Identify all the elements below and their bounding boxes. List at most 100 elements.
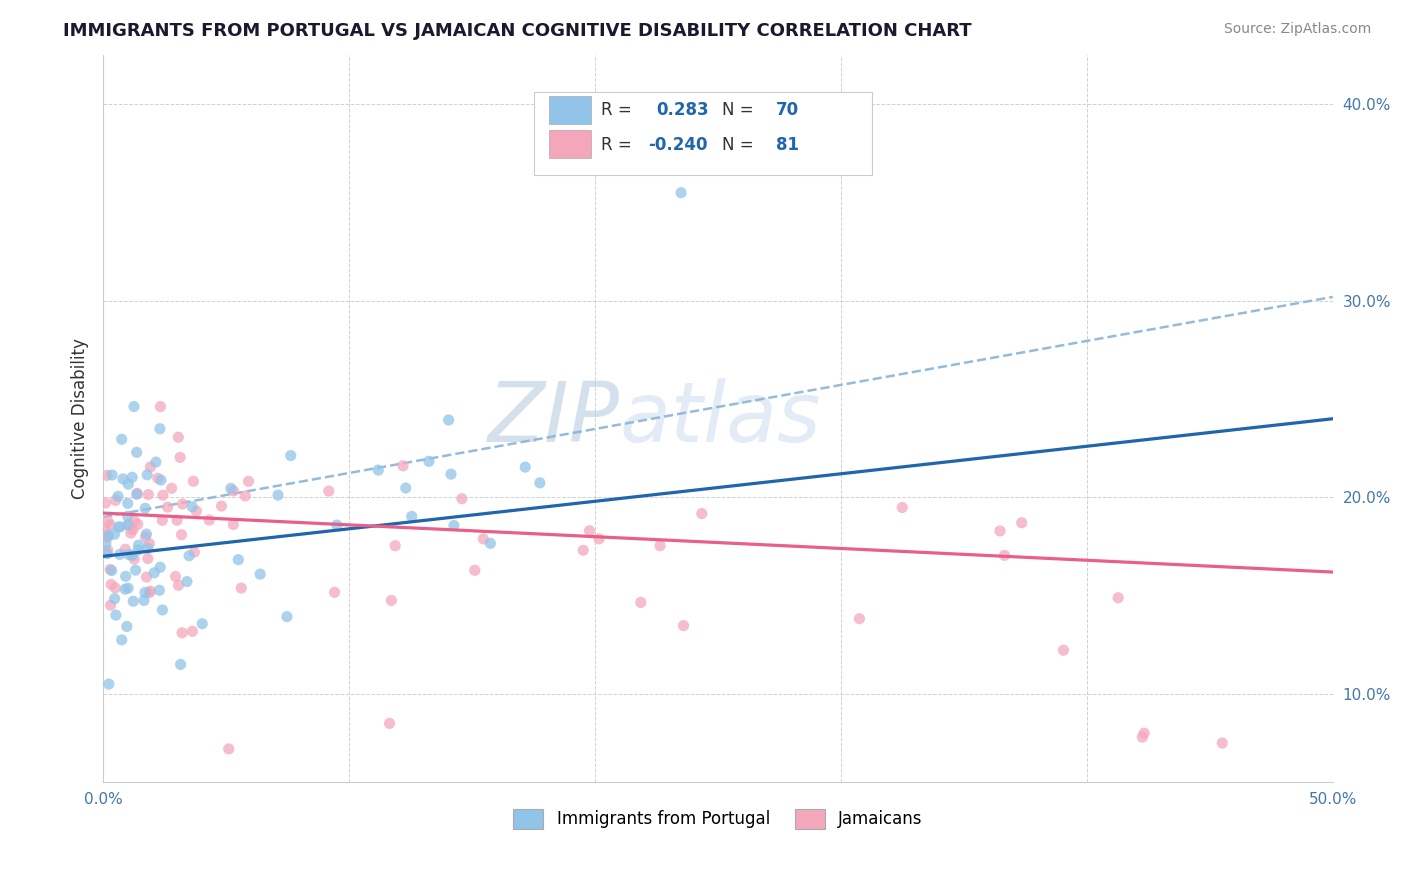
Point [97, 528, 120, 542]
Point [122, 594, 145, 608]
Point [690, 507, 713, 521]
Point [233, 489, 256, 503]
Point [891, 500, 914, 515]
Point [172, 497, 194, 511]
Point [993, 549, 1015, 563]
Point [167, 578, 190, 592]
Point [127, 486, 149, 500]
Point [988, 524, 1011, 538]
Point [384, 539, 406, 553]
Point [97, 530, 120, 544]
Text: IMMIGRANTS FROM PORTUGAL VS JAMAICAN COGNITIVE DISABILITY CORRELATION CHART: IMMIGRANTS FROM PORTUGAL VS JAMAICAN COG… [63, 22, 972, 40]
Point [122, 523, 145, 537]
Point [149, 560, 172, 574]
Point [152, 603, 174, 617]
Point [267, 488, 290, 502]
Text: 70: 70 [776, 102, 799, 120]
Point [149, 473, 172, 487]
Text: R =: R = [602, 136, 631, 153]
Point [101, 467, 124, 482]
Text: N =: N = [721, 102, 754, 120]
Point [378, 716, 401, 731]
Point [529, 475, 551, 490]
Point [165, 569, 187, 583]
Point [121, 549, 143, 563]
Point [98, 562, 121, 576]
Text: -0.240: -0.240 [648, 136, 707, 153]
FancyBboxPatch shape [550, 130, 592, 159]
Point [1107, 591, 1129, 605]
Point [97, 543, 120, 558]
Point [280, 449, 302, 463]
Point [135, 527, 157, 541]
Point [118, 548, 141, 562]
Point [108, 520, 131, 534]
Point [648, 539, 671, 553]
Point [152, 488, 174, 502]
Point [114, 582, 136, 596]
Point [169, 657, 191, 672]
Point [440, 467, 463, 482]
Text: atlas: atlas [620, 378, 821, 459]
Point [222, 517, 245, 532]
Point [136, 467, 159, 482]
Point [588, 532, 610, 546]
Point [127, 543, 149, 558]
Point [451, 491, 474, 506]
Point [138, 585, 160, 599]
Point [367, 463, 389, 477]
Point [149, 400, 172, 414]
Point [479, 536, 502, 550]
Point [108, 548, 131, 562]
Point [848, 612, 870, 626]
Point [127, 517, 149, 532]
Point [135, 570, 157, 584]
Point [156, 500, 179, 515]
Point [219, 481, 242, 495]
Point [114, 542, 136, 557]
Point [97, 677, 120, 691]
Point [380, 593, 402, 607]
Point [318, 484, 340, 499]
Point [181, 500, 204, 514]
Point [94, 529, 117, 543]
Point [139, 584, 162, 599]
Point [104, 608, 127, 623]
Point [179, 549, 201, 563]
Point [104, 493, 127, 508]
Point [122, 400, 145, 414]
Point [198, 513, 221, 527]
Point [1211, 736, 1233, 750]
Point [578, 524, 600, 538]
Point [100, 577, 122, 591]
Point [94, 536, 117, 550]
Point [139, 459, 162, 474]
Point [231, 581, 253, 595]
Point [401, 509, 423, 524]
Point [170, 625, 193, 640]
Point [138, 536, 160, 550]
Point [181, 624, 204, 639]
Point [111, 632, 134, 647]
Point [149, 422, 172, 436]
Point [104, 581, 127, 595]
Point [111, 432, 134, 446]
Point [1011, 516, 1033, 530]
Point [218, 742, 240, 756]
Point [186, 504, 208, 518]
Point [117, 496, 139, 510]
Point [134, 501, 156, 516]
Text: R =: R = [602, 102, 631, 120]
Point [96, 468, 118, 483]
Legend: Immigrants from Portugal, Jamaicans: Immigrants from Portugal, Jamaicans [506, 802, 929, 836]
Point [100, 598, 122, 612]
Point [104, 591, 127, 606]
Point [143, 566, 166, 580]
Text: Source: ZipAtlas.com: Source: ZipAtlas.com [1223, 22, 1371, 37]
Point [96, 547, 118, 561]
Text: N =: N = [721, 136, 754, 153]
Point [136, 541, 159, 556]
Point [418, 454, 440, 468]
Point [183, 475, 205, 489]
Point [222, 483, 245, 498]
